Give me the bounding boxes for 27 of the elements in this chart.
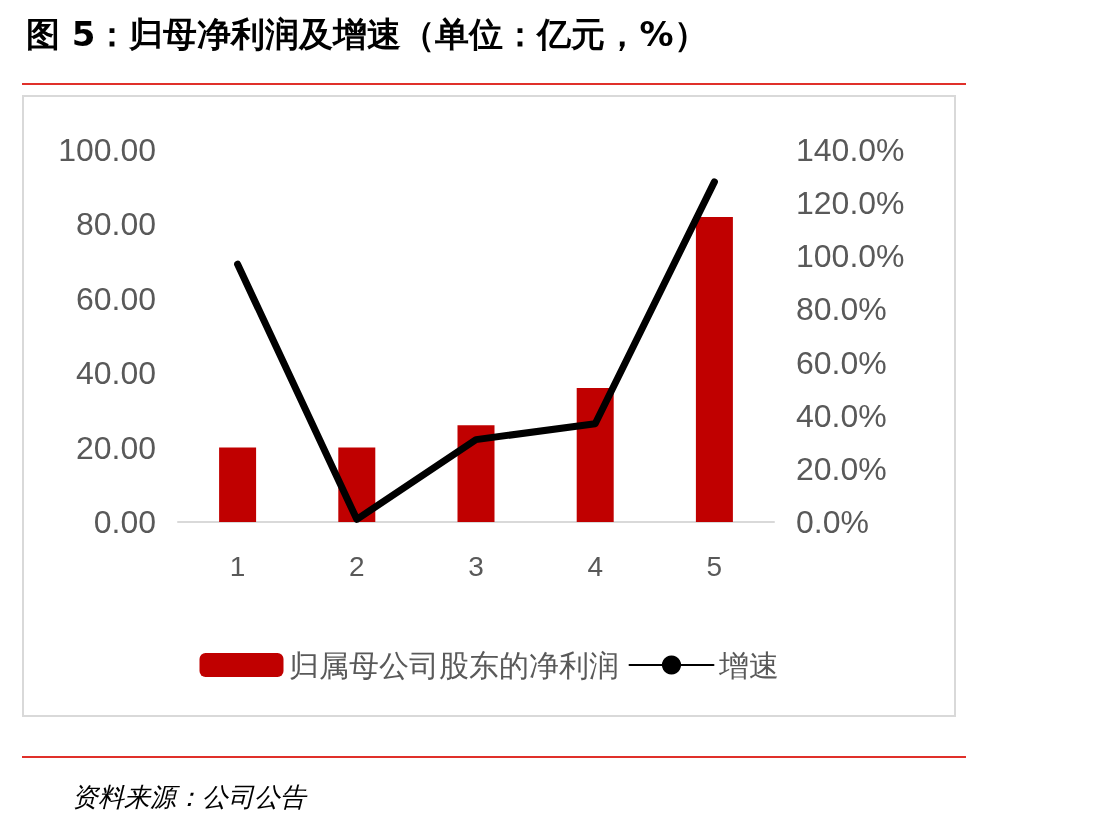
legend-label: 增速 (717, 648, 779, 682)
y2-tick-label: 140.0% (796, 132, 905, 168)
y-tick-label: 40.00 (75, 355, 156, 392)
x-tick-label: 2 (349, 550, 365, 582)
x-tick-label: 5 (706, 550, 723, 582)
x-tick-label: 1 (229, 550, 246, 582)
bar (576, 388, 614, 522)
y2-tick-label: 80.0% (796, 291, 887, 328)
bar (219, 447, 257, 522)
y-tick-label: 100.00 (58, 132, 156, 168)
bar (695, 216, 733, 522)
legend-label: 归属母公司股东的净利润 (288, 648, 619, 682)
x-tick-label: 3 (468, 550, 484, 582)
bar (457, 425, 495, 522)
y2-tick-label: 0.0% (796, 504, 869, 540)
y2-tick-label: 100.0% (796, 238, 905, 275)
y2-tick-label: 40.0% (796, 397, 887, 434)
y-tick-label: 20.00 (75, 429, 156, 466)
text: 资料来源：公司公告 (72, 781, 306, 814)
y2-tick-label: 120.0% (796, 185, 905, 222)
y-tick-label: 60.00 (75, 280, 156, 317)
x-tick-label: 4 (587, 550, 603, 582)
y2-tick-label: 60.0% (796, 344, 887, 381)
y-tick-label: 80.00 (75, 206, 156, 243)
y-tick-label: 0.00 (93, 504, 156, 540)
chart-title: 图 5：归母净利润及增速（单位：亿元，%） (26, 13, 708, 56)
y2-tick-label: 20.0% (796, 450, 887, 487)
